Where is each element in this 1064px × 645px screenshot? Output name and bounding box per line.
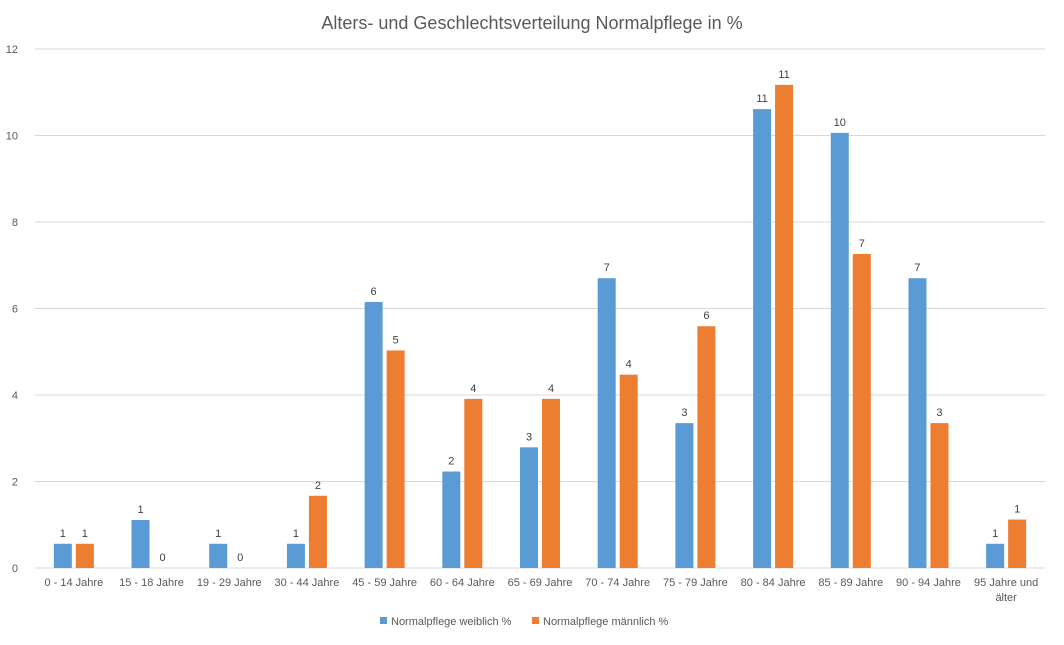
- legend: Normalpflege weiblich % Normalpflege männ…: [380, 616, 669, 628]
- data-label: 1: [82, 528, 88, 540]
- bar: [830, 132, 849, 568]
- bar: [775, 84, 794, 569]
- bar: [520, 447, 538, 568]
- data-label: 6: [703, 310, 709, 322]
- x-tick-label: 65 - 69 Jahre: [508, 577, 573, 589]
- y-axis-ticks: 0 2 4 6 8 10 12: [6, 44, 18, 575]
- data-label: 11: [756, 93, 767, 105]
- bar: [464, 398, 483, 568]
- legend-swatch: [380, 617, 387, 624]
- data-label: 3: [936, 407, 942, 419]
- data-label: 0: [159, 552, 165, 564]
- y-tick-label: 10: [6, 131, 18, 143]
- y-tick-label: 2: [12, 477, 18, 489]
- legend-swatch: [532, 617, 539, 624]
- x-tick-label: 95 Jahre und älter: [974, 577, 1038, 604]
- x-tick-label: 45 - 59 Jahre: [352, 577, 417, 589]
- data-label: 2: [315, 480, 321, 492]
- bar: [364, 302, 383, 568]
- data-label: 1: [992, 528, 998, 540]
- x-tick-label: 90 - 94 Jahre: [896, 577, 961, 589]
- bar: [209, 543, 228, 568]
- data-label: 2: [448, 456, 454, 468]
- x-axis-ticks: 0 - 14 Jahre 15 - 18 Jahre 19 - 29 Jahre 30…: [44, 577, 1038, 604]
- bar: [1008, 519, 1027, 568]
- x-tick-label: 30 - 44 Jahre: [275, 577, 340, 589]
- x-tick-label: 15 - 18 Jahre: [119, 577, 184, 589]
- x-tick-label: 19 - 29 Jahre: [197, 577, 262, 589]
- data-label: 7: [859, 238, 865, 250]
- x-tick-label: 85 - 89 Jahre: [818, 577, 883, 589]
- y-tick-label: 8: [12, 217, 18, 229]
- y-tick-label: 12: [6, 44, 18, 56]
- bar: [308, 495, 327, 568]
- data-label: 5: [393, 334, 399, 346]
- data-label: 1: [137, 504, 143, 516]
- data-label: 4: [548, 383, 554, 395]
- bar: [597, 278, 616, 568]
- bar: [675, 423, 694, 568]
- y-tick-label: 4: [12, 390, 18, 402]
- y-tick-label: 0: [12, 563, 18, 575]
- data-label: 4: [470, 383, 476, 395]
- data-label: 6: [371, 286, 377, 298]
- bar: [286, 543, 305, 568]
- data-label: 1: [60, 528, 66, 540]
- data-label: 1: [1014, 504, 1020, 516]
- data-label: 0: [237, 552, 243, 564]
- bar: [986, 543, 1005, 568]
- data-label: 1: [215, 528, 221, 540]
- chart-title: Alters- und Geschlechtsverteilung Normal…: [321, 13, 742, 33]
- x-tick-label: 70 - 74 Jahre: [585, 577, 650, 589]
- bar: [386, 350, 405, 568]
- data-label: 3: [681, 407, 687, 419]
- data-label: 4: [626, 359, 632, 371]
- data-label: 3: [526, 431, 532, 443]
- data-label: 11: [778, 69, 789, 81]
- bar: [131, 519, 150, 568]
- bar: [852, 254, 871, 568]
- legend-label: Normalpflege männlich %: [543, 616, 669, 628]
- x-tick-label: 80 - 84 Jahre: [741, 577, 806, 589]
- bar: [75, 543, 94, 568]
- bar: [53, 543, 72, 568]
- bar: [753, 109, 772, 569]
- x-tick-label: 60 - 64 Jahre: [430, 577, 495, 589]
- data-label: 7: [914, 262, 920, 274]
- bar: [542, 398, 560, 568]
- bar: [442, 471, 461, 568]
- x-tick-label: 0 - 14 Jahre: [44, 577, 103, 589]
- data-label: 1: [293, 528, 299, 540]
- bar: [930, 423, 949, 568]
- data-label: 10: [834, 117, 846, 129]
- y-tick-label: 6: [12, 304, 18, 316]
- bar: [908, 278, 927, 568]
- gridlines: [35, 48, 1045, 569]
- legend-label: Normalpflege weiblich %: [391, 616, 512, 628]
- bar: [697, 326, 716, 568]
- bars: [53, 84, 1027, 569]
- x-tick-label: 75 - 79 Jahre: [663, 577, 728, 589]
- data-label: 7: [604, 262, 610, 274]
- bar: [619, 374, 638, 568]
